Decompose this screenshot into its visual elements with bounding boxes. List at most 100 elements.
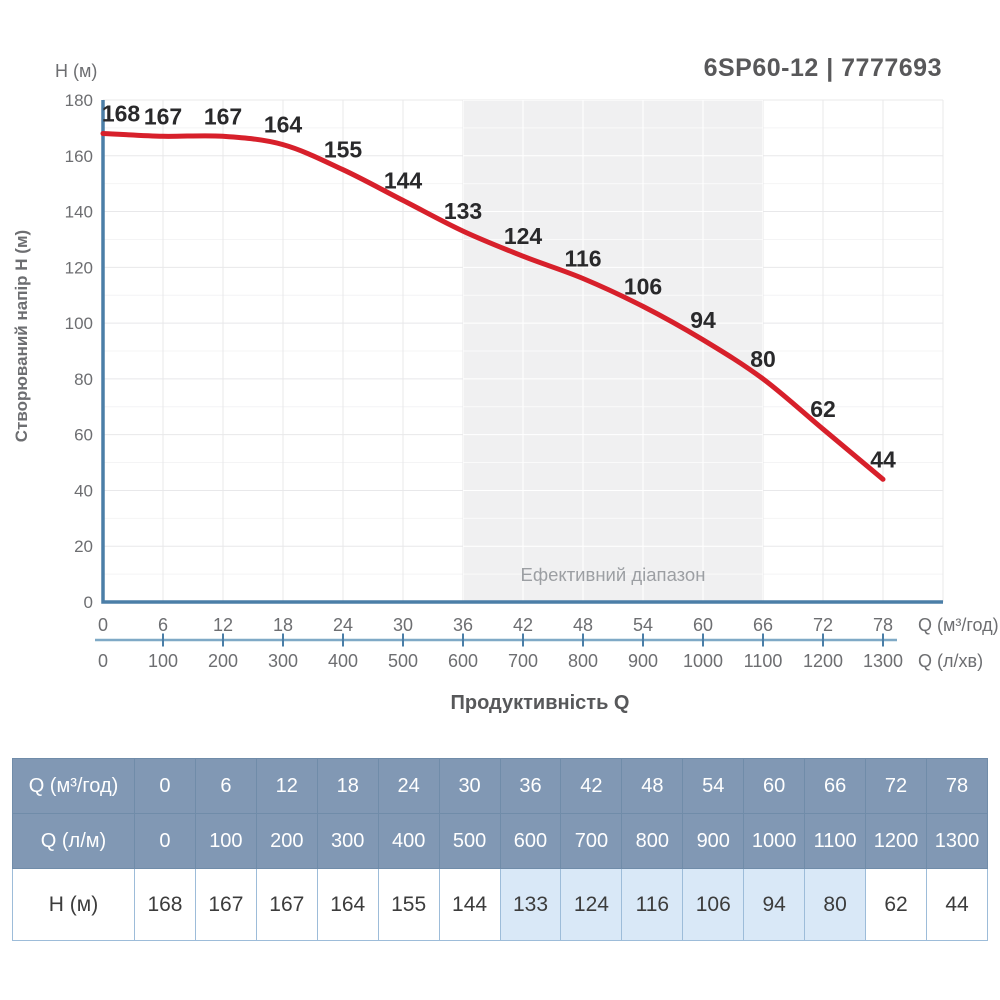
y-tick-label: 60 (74, 426, 93, 445)
point-label: 124 (504, 223, 543, 249)
table-cell: 24 (377, 758, 440, 814)
table-cell: 54 (682, 758, 745, 814)
x-tick-label-secondary: 700 (508, 651, 538, 671)
table-cell: 164 (316, 868, 379, 941)
curve-path (100, 131, 886, 482)
effective-range-label: Ефективний діапазон (521, 564, 706, 585)
table-row: H (м) 168 167 167 164 155 144 133 124 116 106 94 80 6… (12, 868, 989, 941)
axis-lines (101, 100, 943, 604)
table-cell: 0 (134, 758, 196, 814)
table-cell: 44 (925, 868, 989, 941)
point-label: 155 (324, 137, 363, 163)
x-axis-title: Продуктивність Q (450, 692, 630, 714)
table-cell: 300 (316, 813, 379, 869)
table-cell: 1000 (743, 813, 806, 869)
table-cell: 36 (499, 758, 562, 814)
row-label: H (м) (12, 868, 135, 941)
y-tick-label: 100 (65, 314, 93, 333)
performance-table-body: Q (м³/год) 0 6 12 18 24 30 36 42 48 54 60 66 72 78 Q (л… (12, 758, 989, 941)
point-label: 167 (144, 103, 182, 129)
table-cell: 500 (438, 813, 501, 869)
y-axis-unit-label: H (м) (55, 61, 98, 81)
x-axis-unit-secondary: Q (л/хв) (918, 651, 983, 671)
y-tick-label: 180 (65, 91, 93, 110)
row-label: Q (л/м) (12, 813, 135, 869)
table-cell: 78 (925, 758, 989, 814)
y-tick-label: 0 (84, 593, 93, 612)
table-cell: 106 (682, 868, 745, 941)
x-tick-label-primary: 24 (333, 615, 353, 635)
x-tick-label-primary: 78 (873, 615, 893, 635)
table-cell: 700 (560, 813, 623, 869)
point-label: 106 (624, 273, 662, 299)
table-cell: 62 (865, 868, 927, 941)
x-tick-label-primary: 66 (753, 615, 773, 635)
table-cell: 48 (621, 758, 684, 814)
point-label: 164 (264, 112, 303, 138)
table-cell: 168 (134, 868, 196, 941)
table-cell: 900 (682, 813, 745, 869)
point-label: 168 (102, 100, 141, 126)
table-cell: 167 (255, 868, 318, 941)
x-tick-label-secondary: 1200 (803, 651, 843, 671)
table-cell: 155 (377, 868, 440, 941)
x-tick-label-secondary: 500 (388, 651, 418, 671)
point-label: 44 (870, 446, 896, 472)
x-tick-label-primary: 0 (98, 615, 108, 635)
table-cell: 42 (560, 758, 623, 814)
grid-layer-over-band (463, 100, 763, 602)
table-cell: 400 (377, 813, 440, 869)
table-cell: 66 (804, 758, 867, 814)
x-tick-label-secondary: 600 (448, 651, 478, 671)
table-cell: 800 (621, 813, 684, 869)
x-tick-label-primary: 42 (513, 615, 533, 635)
x-tick-label-primary: 54 (633, 615, 653, 635)
table-cell: 133 (499, 868, 562, 941)
table-cell: 100 (194, 813, 257, 869)
x-tick-label-secondary: 200 (208, 651, 238, 671)
point-label: 62 (810, 396, 836, 422)
performance-table: Q (м³/год) 0 6 12 18 24 30 36 42 48 54 60 66 72 78 Q (л… (12, 758, 989, 941)
point-label: 94 (690, 307, 716, 333)
y-tick-label: 20 (74, 537, 93, 556)
table-cell: 124 (560, 868, 623, 941)
y-tick-label: 120 (65, 258, 93, 277)
x-tick-label-primary: 72 (813, 615, 833, 635)
x-tick-label-primary: 18 (273, 615, 293, 635)
x-tick-label-primary: 60 (693, 615, 713, 635)
table-cell: 30 (438, 758, 501, 814)
x-tick-label-secondary: 1100 (744, 651, 783, 671)
x-tick-label-secondary: 0 (98, 651, 108, 671)
x-tick-label-primary: 12 (213, 615, 233, 635)
table-cell: 94 (743, 868, 806, 941)
table-cell: 600 (499, 813, 562, 869)
x-tick-label-secondary: 100 (148, 651, 178, 671)
table-cell: 18 (316, 758, 379, 814)
x-tick-label-secondary: 900 (628, 651, 658, 671)
table-cell: 144 (438, 868, 501, 941)
table-cell: 1200 (865, 813, 927, 869)
table-cell: 80 (804, 868, 867, 941)
y-tick-label: 160 (65, 147, 93, 166)
point-label: 167 (204, 103, 242, 129)
y-tick-label: 140 (65, 203, 93, 222)
x-tick-label-secondary: 800 (568, 651, 598, 671)
x-tick-label-secondary: 400 (328, 651, 358, 671)
point-label: 80 (750, 346, 776, 372)
x-tick-label-primary: 30 (393, 615, 413, 635)
x-tick-label-primary: 48 (573, 615, 593, 635)
table-cell: 0 (134, 813, 196, 869)
table-cell: 60 (743, 758, 806, 814)
x-tick-label-primary: 6 (158, 615, 168, 635)
x-tick-label-secondary: 1300 (863, 651, 903, 671)
table-cell: 1100 (804, 813, 867, 869)
table-row: Q (м³/год) 0 6 12 18 24 30 36 42 48 54 60 66 72 78 (12, 758, 989, 814)
table-cell: 12 (255, 758, 318, 814)
table-row: Q (л/м) 0 100 200 300 400 500 600 700 800 900 1000 1… (12, 813, 989, 869)
table-cell: 6 (194, 758, 257, 814)
row-label: Q (м³/год) (12, 758, 135, 814)
x-axis-unit-primary: Q (м³/год) (918, 615, 999, 635)
x-tick-label-secondary: 1000 (683, 651, 723, 671)
x-tick-label-primary: 36 (453, 615, 473, 635)
